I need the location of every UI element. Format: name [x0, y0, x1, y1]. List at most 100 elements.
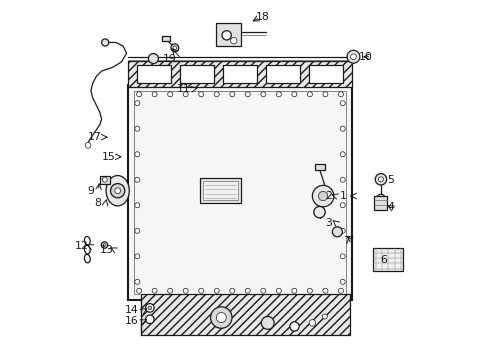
Circle shape	[332, 227, 342, 237]
Text: 7: 7	[342, 236, 349, 246]
Circle shape	[229, 288, 234, 293]
Text: 11: 11	[177, 84, 190, 94]
Circle shape	[291, 92, 296, 97]
Text: 12: 12	[75, 241, 89, 251]
Bar	[162, 36, 170, 41]
Circle shape	[291, 288, 296, 293]
Circle shape	[322, 314, 326, 319]
Circle shape	[260, 288, 265, 293]
Circle shape	[136, 288, 142, 293]
Circle shape	[322, 92, 327, 97]
Circle shape	[135, 177, 140, 182]
Bar	[372, 248, 403, 271]
Circle shape	[322, 288, 327, 293]
Circle shape	[135, 279, 140, 284]
Circle shape	[340, 279, 345, 284]
Circle shape	[101, 242, 107, 248]
Circle shape	[183, 288, 188, 293]
Bar	[373, 196, 386, 210]
Text: 15: 15	[102, 152, 115, 162]
Circle shape	[136, 92, 142, 97]
Circle shape	[376, 194, 385, 203]
Text: 16: 16	[125, 316, 139, 326]
Circle shape	[338, 92, 343, 97]
Circle shape	[340, 177, 345, 182]
Text: 19: 19	[163, 54, 176, 64]
Circle shape	[378, 177, 383, 182]
Text: 18: 18	[255, 13, 269, 22]
Bar	[100, 176, 110, 184]
Ellipse shape	[106, 176, 129, 206]
Bar	[128, 62, 351, 87]
Circle shape	[152, 92, 157, 97]
Bar	[223, 65, 257, 83]
Circle shape	[289, 322, 299, 331]
Bar	[134, 91, 346, 294]
Circle shape	[307, 288, 312, 293]
Circle shape	[148, 54, 158, 64]
Circle shape	[135, 228, 140, 233]
Circle shape	[152, 288, 157, 293]
Circle shape	[135, 254, 140, 259]
Circle shape	[85, 143, 91, 148]
Circle shape	[135, 203, 140, 208]
Circle shape	[261, 316, 274, 329]
Circle shape	[229, 92, 234, 97]
Circle shape	[102, 177, 107, 182]
Circle shape	[135, 126, 140, 131]
Circle shape	[214, 288, 219, 293]
Circle shape	[198, 288, 203, 293]
Circle shape	[183, 92, 188, 97]
Text: 10: 10	[358, 52, 372, 62]
Circle shape	[340, 228, 345, 233]
Text: 5: 5	[386, 175, 394, 185]
Circle shape	[230, 37, 237, 44]
Circle shape	[307, 92, 312, 97]
Circle shape	[340, 203, 345, 208]
Circle shape	[198, 92, 203, 97]
Bar	[216, 23, 241, 46]
Bar	[180, 65, 214, 83]
Circle shape	[145, 303, 154, 312]
Circle shape	[308, 320, 315, 326]
Text: 3: 3	[325, 218, 331, 228]
Circle shape	[102, 39, 108, 46]
Circle shape	[245, 288, 250, 293]
Circle shape	[340, 101, 345, 106]
Circle shape	[276, 92, 281, 97]
Circle shape	[167, 92, 172, 97]
Circle shape	[276, 288, 281, 293]
Circle shape	[374, 174, 386, 185]
Circle shape	[350, 54, 356, 60]
Text: 2: 2	[325, 191, 331, 201]
Text: 8: 8	[94, 198, 102, 208]
Bar	[137, 65, 171, 83]
Circle shape	[171, 44, 179, 52]
Circle shape	[312, 185, 333, 207]
Circle shape	[148, 306, 151, 310]
Bar	[315, 164, 325, 170]
Circle shape	[338, 288, 343, 293]
Circle shape	[210, 307, 231, 328]
Circle shape	[340, 152, 345, 157]
Text: 17: 17	[87, 132, 101, 142]
Circle shape	[260, 92, 265, 97]
Circle shape	[346, 50, 359, 63]
Circle shape	[145, 315, 154, 324]
Circle shape	[135, 152, 140, 157]
Bar	[308, 65, 343, 83]
Text: 13: 13	[100, 245, 114, 255]
Circle shape	[340, 126, 345, 131]
Circle shape	[173, 46, 176, 50]
Circle shape	[167, 288, 172, 293]
Circle shape	[318, 192, 327, 201]
Bar	[128, 85, 351, 300]
Bar	[200, 178, 241, 203]
Text: 9: 9	[87, 186, 94, 196]
Circle shape	[135, 101, 140, 106]
Text: 14: 14	[125, 305, 139, 315]
Circle shape	[245, 92, 250, 97]
Circle shape	[115, 188, 121, 194]
Bar	[203, 181, 238, 201]
Text: 4: 4	[386, 202, 394, 212]
